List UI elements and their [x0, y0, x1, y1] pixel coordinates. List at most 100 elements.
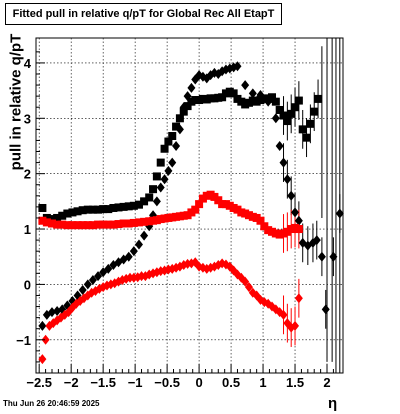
red-diamond-point	[291, 320, 300, 331]
red-square-point	[58, 220, 67, 229]
black-square-point	[38, 203, 47, 212]
x-tick-label: −1.5	[90, 375, 116, 390]
x-tick-label: −2	[64, 375, 79, 390]
black-square-point	[152, 172, 161, 181]
black-square-point	[275, 105, 284, 114]
y-tick-label: 2	[24, 167, 31, 182]
black-diamond-point	[179, 102, 188, 113]
black-diamond-point	[233, 61, 242, 72]
black-diamond-point	[78, 284, 87, 295]
black-square-point	[229, 89, 238, 98]
red-diamond-point	[294, 293, 303, 304]
black-diamond-point	[287, 190, 296, 201]
red-square-point	[38, 216, 47, 225]
black-square-point	[314, 94, 323, 103]
black-square-point	[175, 114, 184, 123]
black-square-point	[83, 205, 92, 214]
black-diamond-point	[124, 251, 133, 262]
black-diamond-point	[156, 182, 165, 193]
x-tick-label: 1.5	[286, 375, 304, 390]
red-square-point	[63, 221, 72, 230]
black-square-point	[58, 211, 67, 220]
black-diamond-point	[271, 113, 280, 124]
y-tick-label: 1	[24, 222, 31, 237]
x-tick-label: 0.5	[222, 375, 240, 390]
black-square-point	[140, 197, 149, 206]
y-tick-label: 0	[24, 277, 31, 292]
black-diamond-point	[38, 320, 47, 331]
black-diamond-point	[152, 196, 161, 207]
black-diamond-point	[264, 96, 273, 107]
red-diamond-point	[38, 354, 47, 365]
black-square-point	[119, 202, 128, 211]
y-tick-label: −1	[16, 333, 31, 348]
x-tick-label: 0	[195, 375, 202, 390]
black-diamond-point	[160, 174, 169, 185]
axis-ticks	[36, 51, 334, 374]
red-square-point	[256, 216, 265, 225]
black-diamond-point	[134, 239, 143, 250]
black-square-point	[104, 205, 113, 214]
black-diamond-point	[83, 279, 92, 290]
black-square-point	[109, 203, 118, 212]
timestamp: Thu Jun 26 20:46:59 2025	[3, 399, 100, 408]
red-diamond-point	[241, 276, 250, 287]
black-square-point	[145, 193, 154, 202]
black-square-point	[306, 119, 315, 128]
black-square-point	[156, 158, 165, 167]
black-square-point	[88, 205, 97, 214]
data-markers	[38, 61, 344, 365]
x-tick-label: 2	[323, 375, 330, 390]
red-square-point	[104, 220, 113, 229]
red-diamond-point	[279, 309, 288, 320]
x-axis-label: η	[328, 395, 338, 412]
black-square-point	[42, 213, 51, 222]
black-diamond-point	[129, 246, 138, 257]
black-square-point	[279, 111, 288, 120]
black-diamond-point	[279, 157, 288, 168]
black-diamond-point	[256, 90, 265, 101]
black-square-point	[302, 133, 311, 142]
red-square-point	[294, 225, 303, 234]
black-square-point	[94, 205, 103, 214]
black-square-point	[271, 97, 280, 106]
black-square-point	[129, 201, 138, 210]
red-square-point	[109, 220, 118, 229]
black-square-point	[53, 213, 62, 222]
black-square-point	[124, 202, 133, 211]
black-diamond-point	[94, 271, 103, 282]
red-square-point	[68, 221, 77, 230]
black-square-point	[78, 206, 87, 215]
black-square-point	[134, 200, 143, 209]
red-square-point	[114, 220, 123, 229]
black-diamond-point	[312, 235, 321, 246]
black-square-point	[294, 96, 303, 105]
x-tick-label: 1	[259, 375, 266, 390]
red-square-point	[42, 218, 51, 227]
black-square-point	[291, 103, 300, 112]
black-diamond-point	[187, 82, 196, 93]
black-square-point	[149, 185, 158, 194]
black-diamond-point	[183, 91, 192, 102]
tick-labels: −2.5 −2 −1.5 −1 −0.5 0 0.5 1 1.5 2 −1 0 1 2 3 4	[16, 56, 330, 390]
red-diamond-point	[244, 282, 253, 293]
black-square-point	[160, 144, 169, 153]
red-square-point	[99, 220, 108, 229]
y-tick-label: 3	[24, 111, 31, 126]
red-square-point	[129, 218, 138, 227]
black-square-point	[268, 93, 277, 102]
black-square-point	[183, 102, 192, 111]
black-square-point	[47, 215, 56, 224]
red-square-point	[88, 221, 97, 230]
red-square-point	[124, 219, 133, 228]
red-square-point	[78, 221, 87, 230]
black-square-point	[68, 208, 77, 217]
chart-title: Fitted pull in relative q/pT for Global …	[5, 3, 282, 25]
black-diamond-point	[172, 140, 181, 151]
black-diamond-point	[291, 207, 300, 218]
x-tick-label: −2.5	[26, 375, 52, 390]
black-diamond-point	[140, 230, 149, 241]
black-diamond-point	[335, 208, 344, 219]
red-square-point	[94, 220, 103, 229]
